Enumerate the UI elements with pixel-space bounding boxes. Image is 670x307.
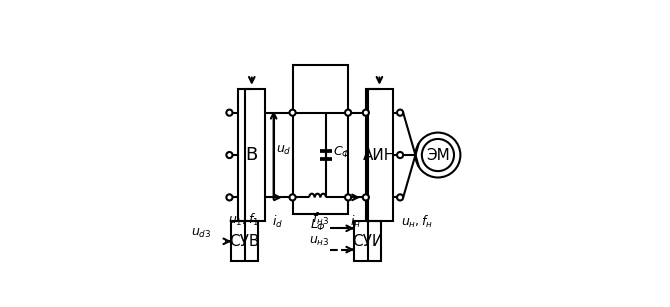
Circle shape xyxy=(345,194,351,200)
Text: $u_н, f_н$: $u_н, f_н$ xyxy=(401,214,433,230)
Bar xyxy=(238,89,265,221)
Circle shape xyxy=(226,194,232,200)
Text: $i_н$: $i_н$ xyxy=(350,214,361,230)
Bar xyxy=(293,65,348,214)
Text: В: В xyxy=(246,146,258,164)
Text: СУИ: СУИ xyxy=(352,234,383,249)
Circle shape xyxy=(397,110,403,116)
Circle shape xyxy=(397,152,403,158)
Circle shape xyxy=(289,110,295,116)
Text: $L_Ф$: $L_Ф$ xyxy=(310,217,326,233)
Circle shape xyxy=(226,110,232,116)
Text: $u_1, f_1$: $u_1, f_1$ xyxy=(228,212,260,228)
Bar xyxy=(231,221,258,262)
Text: $u_d$: $u_d$ xyxy=(277,144,292,157)
Text: ЭМ: ЭМ xyxy=(426,148,450,162)
Circle shape xyxy=(345,110,351,116)
Text: $f_{н3}$: $f_{н3}$ xyxy=(312,211,329,227)
Circle shape xyxy=(362,110,369,116)
Bar xyxy=(366,89,393,221)
Text: $C_Ф$: $C_Ф$ xyxy=(333,145,351,160)
Circle shape xyxy=(226,152,232,158)
Text: $u_{d3}$: $u_{d3}$ xyxy=(191,227,211,240)
Circle shape xyxy=(289,194,295,200)
Text: $u_{н3}$: $u_{н3}$ xyxy=(309,235,329,248)
Text: СУВ: СУВ xyxy=(230,234,260,249)
Circle shape xyxy=(362,194,369,200)
Text: АИН: АИН xyxy=(362,148,396,162)
Circle shape xyxy=(397,194,403,200)
Bar xyxy=(354,221,381,262)
Text: $i_d$: $i_d$ xyxy=(272,214,283,230)
